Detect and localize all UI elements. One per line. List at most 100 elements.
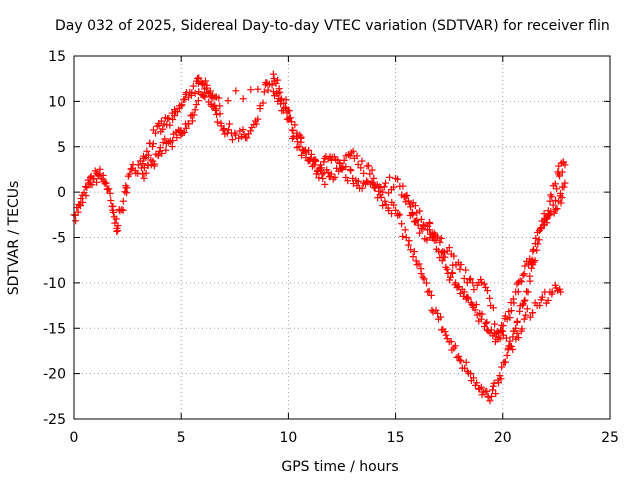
data-point: [513, 329, 521, 337]
data-point: [225, 120, 233, 128]
x-tick-label: 5: [177, 430, 186, 446]
data-point: [425, 287, 433, 295]
data-point: [409, 211, 417, 219]
data-point: [121, 188, 129, 196]
data-point: [140, 174, 148, 182]
data-point: [489, 304, 497, 312]
data-point: [239, 95, 247, 103]
data-point: [195, 74, 203, 82]
data-point: [506, 314, 514, 322]
x-tick-label: 25: [601, 430, 619, 446]
data-point: [441, 253, 449, 261]
data-point: [429, 232, 437, 240]
y-tick-label: -25: [43, 412, 66, 428]
y-tick-label: -20: [43, 367, 66, 383]
data-point: [365, 162, 373, 170]
data-point: [342, 163, 350, 171]
data-point: [159, 125, 167, 133]
data-point: [310, 161, 318, 169]
data-point: [390, 201, 398, 209]
data-point: [232, 87, 240, 95]
data-point: [523, 305, 531, 313]
data-point: [344, 177, 352, 185]
data-point: [307, 150, 315, 158]
data-point: [419, 222, 427, 230]
data-point: [524, 288, 532, 296]
data-point: [550, 209, 558, 217]
data-point: [557, 288, 565, 296]
data-point: [194, 97, 202, 105]
data-point: [507, 307, 515, 315]
data-point: [174, 108, 182, 116]
data-point: [518, 325, 526, 333]
data-point: [521, 296, 529, 304]
data-point: [413, 216, 421, 224]
data-point: [294, 138, 302, 146]
data-point: [547, 207, 555, 215]
data-point: [336, 159, 344, 167]
data-point: [451, 342, 459, 350]
data-point: [516, 307, 524, 315]
data-point: [380, 183, 388, 191]
data-point: [551, 196, 559, 204]
data-point: [477, 315, 485, 323]
data-point: [433, 233, 441, 241]
data-point: [399, 232, 407, 240]
data-point: [353, 152, 361, 160]
data-point: [370, 174, 378, 182]
data-point: [313, 168, 321, 176]
data-point: [477, 275, 485, 283]
data-point: [538, 293, 546, 301]
data-point: [497, 375, 505, 383]
data-point: [105, 185, 113, 193]
data-point: [467, 275, 475, 283]
data-point: [119, 206, 127, 214]
data-point: [193, 75, 201, 83]
data-point: [358, 184, 366, 192]
data-point: [166, 121, 174, 129]
data-point: [360, 169, 368, 177]
data-point: [515, 334, 523, 342]
data-point: [188, 117, 196, 125]
data-point: [561, 179, 569, 187]
data-point: [514, 288, 522, 296]
data-point: [450, 252, 458, 260]
data-point: [457, 261, 465, 269]
data-point: [483, 387, 491, 395]
data-point: [437, 313, 445, 321]
data-point: [544, 296, 552, 304]
x-tick-label: 15: [387, 430, 405, 446]
data-point: [161, 135, 169, 143]
data-point: [382, 201, 390, 209]
data-point: [529, 309, 537, 317]
data-point: [434, 247, 442, 255]
data-point: [427, 291, 435, 299]
data-point: [498, 363, 506, 371]
data-point: [405, 237, 413, 245]
x-tick-labels: 0 5 10 15 20 25: [70, 430, 619, 446]
data-point: [523, 287, 531, 295]
data-point: [532, 234, 540, 242]
data-point: [469, 374, 477, 382]
x-tick-label: 20: [494, 430, 512, 446]
data-point: [349, 147, 357, 155]
data-point: [473, 379, 481, 387]
data-point: [551, 180, 559, 188]
data-point: [295, 143, 303, 151]
data-point: [548, 288, 556, 296]
data-point: [546, 197, 554, 205]
data-point: [526, 277, 534, 285]
data-point: [460, 288, 468, 296]
data-point: [191, 89, 199, 97]
data-point: [549, 201, 557, 209]
data-point: [327, 156, 335, 164]
data-point: [417, 215, 425, 223]
data-point: [203, 81, 211, 89]
data-point: [276, 88, 284, 96]
data-point: [449, 269, 457, 277]
data-point: [546, 211, 554, 219]
data-point: [327, 170, 335, 178]
data-point: [185, 120, 193, 128]
data-point: [213, 118, 221, 126]
data-point: [520, 270, 528, 278]
